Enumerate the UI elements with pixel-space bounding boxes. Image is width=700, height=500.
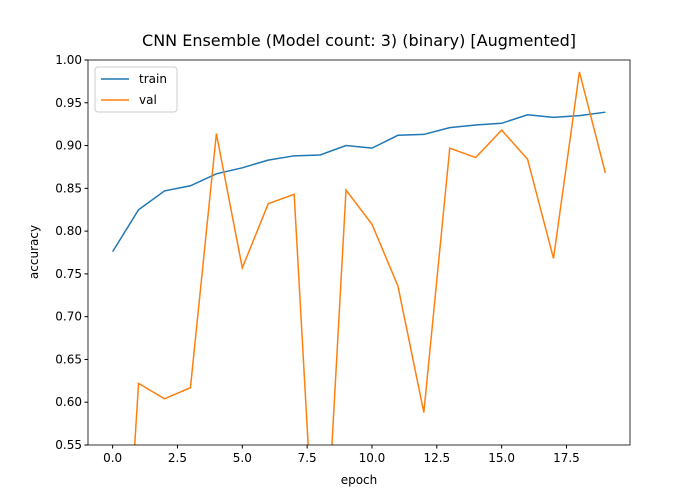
line-series <box>112 111 606 253</box>
y-tick-label: 0.90 <box>55 139 82 153</box>
x-tick-label: 12.5 <box>423 451 450 465</box>
plot-area <box>112 71 607 445</box>
y-tick-label: 0.70 <box>55 310 82 324</box>
y-axis-label: accuracy <box>27 225 41 279</box>
y-tick-label: 1.00 <box>55 53 82 67</box>
y-tick-label: 0.75 <box>55 267 82 281</box>
x-axis-label: epoch <box>341 473 378 487</box>
y-tick-label: 0.65 <box>55 352 82 366</box>
y-tick-label: 0.60 <box>55 395 82 409</box>
chart-title: CNN Ensemble (Model count: 3) (binary) [… <box>142 31 576 50</box>
legend-label: val <box>139 93 157 107</box>
x-tick-label: 17.5 <box>553 451 580 465</box>
y-tick-label: 0.95 <box>55 96 82 110</box>
x-tick-label: 10.0 <box>359 451 386 465</box>
x-tick-label: 15.0 <box>488 451 515 465</box>
x-tick-label: 0.0 <box>103 451 122 465</box>
legend-label: train <box>139 72 167 86</box>
line-series <box>133 71 607 445</box>
y-tick-label: 0.80 <box>55 224 82 238</box>
y-tick-label: 0.85 <box>55 181 82 195</box>
x-tick-label: 2.5 <box>168 451 187 465</box>
y-tick-label: 0.55 <box>55 438 82 452</box>
x-tick-label: 7.5 <box>298 451 317 465</box>
x-tick-label: 5.0 <box>233 451 252 465</box>
axes-frame <box>87 59 631 446</box>
